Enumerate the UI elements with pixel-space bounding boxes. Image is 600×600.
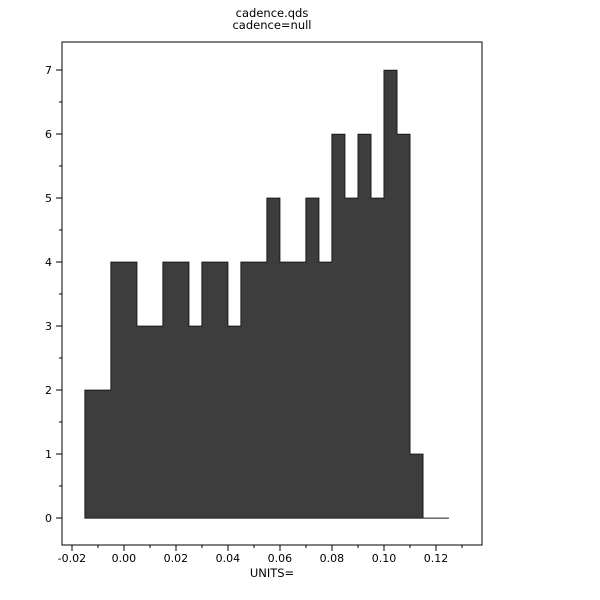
y-tick-label: 1: [45, 448, 52, 461]
y-tick-label: 3: [45, 320, 52, 333]
x-tick-label: 0.10: [372, 552, 397, 565]
x-tick-label: 0.08: [320, 552, 345, 565]
x-tick-label: -0.02: [58, 552, 86, 565]
histogram-bars: [84, 69, 449, 519]
chart-subtitle: cadence=null: [232, 18, 311, 32]
x-tick-label: 0.06: [268, 552, 293, 565]
chart-title: cadence.qds: [236, 6, 309, 20]
axis-tick-labels-layer: -0.02 0.00 0.02 0.04 0.06 0.08 0.10 0.12 0 1 2 3 4 5 6…: [45, 64, 448, 565]
x-tick-label: 0.12: [424, 552, 449, 565]
x-tick-label: 0.02: [164, 552, 189, 565]
plot-border: [61, 41, 483, 546]
y-tick-label: 6: [45, 128, 52, 141]
y-tick-label: 5: [45, 192, 52, 205]
axis-ticks-layer: [56, 69, 463, 551]
y-tick-label: 7: [45, 64, 52, 77]
x-tick-label: 0.00: [112, 552, 137, 565]
x-tick-label: 0.04: [216, 552, 241, 565]
histogram-bars-layer: [84, 69, 449, 519]
y-tick-label: 2: [45, 384, 52, 397]
y-tick-label: 4: [45, 256, 52, 269]
x-axis-label: UNITS=: [250, 566, 294, 580]
y-tick-label: 0: [45, 512, 52, 525]
